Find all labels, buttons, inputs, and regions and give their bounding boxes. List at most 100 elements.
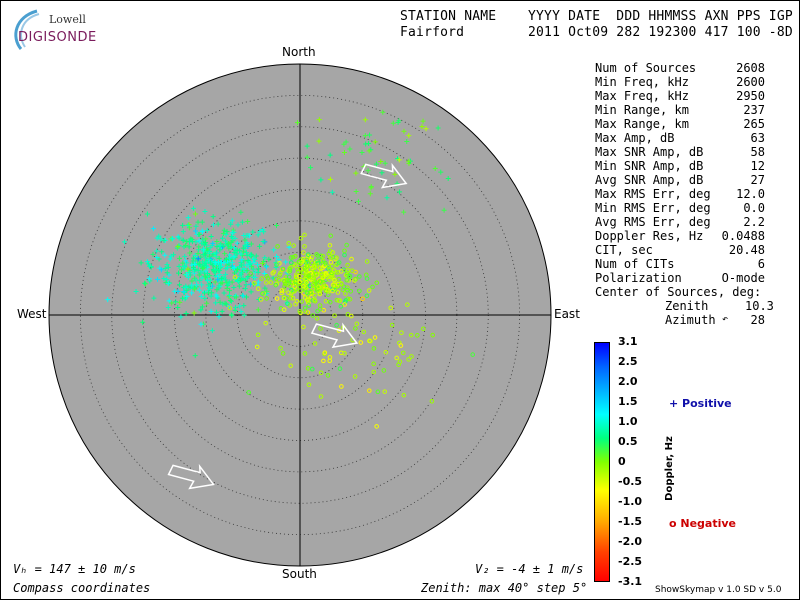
positive-source-point: [244, 268, 250, 274]
positive-source-point: [329, 189, 335, 195]
negative-source-point: [232, 274, 238, 280]
positive-source-point: [147, 263, 153, 269]
positive-source-point: [214, 238, 220, 244]
negative-source-point: [345, 287, 350, 293]
stat-label: Max SNR Amp, dB: [595, 145, 704, 159]
positive-source-point: [368, 184, 374, 190]
negative-source-point: [281, 307, 287, 313]
negative-source-point: [310, 313, 315, 318]
negative-source-point: [342, 299, 348, 305]
negative-source-point: [342, 351, 347, 356]
negative-source-point: [296, 259, 302, 265]
positive-source-point: [182, 253, 188, 259]
positive-source-point: [228, 233, 234, 239]
colorbar-tick-label: 3.1: [618, 335, 638, 348]
negative-source-point: [305, 252, 311, 257]
positive-source-point: [105, 297, 111, 303]
south-label: South: [282, 567, 317, 581]
positive-source-point: [210, 283, 216, 289]
stat-row: Avg RMS Err, deg 2.2: [595, 215, 765, 229]
positive-source-point: [199, 282, 205, 288]
positive-source-point: [208, 256, 214, 262]
negative-source-point: [420, 326, 426, 332]
negative-source-point: [320, 258, 326, 264]
positive-source-point: [185, 266, 191, 272]
positive-source-point: [189, 239, 195, 245]
negative-source-point: [370, 284, 375, 290]
negative-source-point: [306, 303, 312, 308]
positive-source-point: [233, 294, 239, 300]
positive-source-point: [226, 279, 232, 285]
positive-source-point: [266, 256, 272, 262]
negative-source-point: [364, 276, 370, 281]
positive-source-point: [198, 321, 204, 327]
negative-source-point: [306, 382, 312, 387]
negative-source-point: [302, 295, 308, 300]
positive-source-point: [213, 250, 219, 256]
negative-source-point: [308, 289, 313, 295]
positive-source-point: [186, 244, 192, 250]
positive-source-point: [180, 222, 186, 228]
positive-source-point: [304, 143, 310, 149]
negative-source-point: [347, 296, 353, 302]
positive-source-point: [176, 263, 182, 269]
positive-source-point: [229, 312, 235, 318]
positive-source-point: [215, 259, 221, 265]
positive-source-point: [210, 240, 216, 246]
positive-source-point: [234, 240, 240, 246]
negative-source-point: [279, 290, 284, 296]
negative-source-point: [335, 290, 341, 295]
negative-source-point: [331, 283, 337, 289]
negative-source-point: [317, 306, 323, 312]
negative-source-point: [326, 264, 332, 270]
positive-legend: + Positive: [669, 397, 732, 410]
negative-source-point: [276, 277, 282, 283]
positive-source-point: [236, 283, 242, 289]
positive-source-point: [432, 165, 438, 171]
stat-value: 27: [750, 173, 765, 187]
negative-source-point: [367, 388, 372, 393]
negative-source-point: [374, 424, 379, 429]
positive-source-point: [198, 307, 204, 313]
negative-source-point: [274, 296, 280, 301]
east-label: East: [554, 307, 580, 321]
north-label: North: [282, 45, 316, 59]
negative-source-point: [301, 324, 306, 330]
negative-source-point: [274, 262, 279, 268]
positive-source-point: [213, 267, 219, 273]
colorbar-tick-label: -0.5: [618, 475, 643, 488]
negative-source-point: [284, 296, 289, 301]
stat-value: 2600: [736, 75, 765, 89]
negative-source-point: [408, 332, 414, 338]
positive-source-point: [261, 229, 267, 235]
positive-source-point: [162, 252, 168, 258]
negative-source-point: [352, 374, 358, 379]
positive-source-point: [215, 277, 221, 283]
negative-source-point: [287, 269, 293, 274]
positive-source-point: [183, 258, 189, 264]
positive-source-point: [198, 254, 204, 260]
positive-source-point: [199, 275, 205, 281]
positive-source-point: [173, 299, 179, 305]
west-label: West: [17, 307, 47, 321]
positive-source-point: [219, 308, 225, 314]
negative-source-point: [298, 288, 303, 293]
positive-source-point: [222, 300, 228, 306]
positive-source-point: [224, 285, 230, 291]
stat-row: Min SNR Amp, dB 12: [595, 159, 765, 173]
positive-source-point: [204, 227, 210, 233]
stat-value: 6: [757, 257, 765, 271]
negative-source-point: [353, 276, 358, 282]
positive-source-point: [215, 221, 221, 227]
stat-row: Avg SNR Amp, dB 27: [595, 173, 765, 187]
positive-source-point: [221, 227, 227, 233]
positive-source-point: [341, 149, 347, 155]
positive-source-point: [222, 251, 228, 257]
positive-source-point: [220, 231, 226, 237]
positive-source-point: [200, 236, 206, 242]
logo-main-text: DIGISONDE: [18, 30, 97, 45]
positive-source-point: [159, 249, 165, 255]
negative-source-point: [371, 369, 377, 375]
positive-source-point: [372, 139, 378, 145]
